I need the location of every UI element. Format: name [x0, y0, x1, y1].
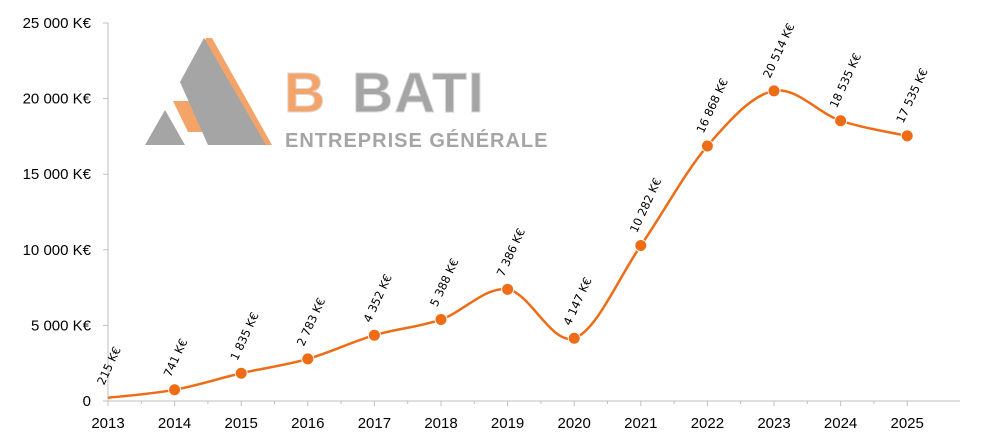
logo-tagline: ENTREPRISE GÉNÉRALE — [285, 129, 548, 152]
x-tick-label: 2024 — [824, 415, 857, 432]
y-tick-label: 5 000 K€ — [31, 317, 92, 334]
x-tick-label: 2020 — [558, 415, 591, 432]
data-label: 215 K€ — [94, 344, 124, 387]
data-point — [634, 239, 648, 253]
y-tick-label: 10 000 K€ — [23, 242, 92, 259]
x-tick-label: 2019 — [491, 415, 524, 432]
data-label: 5 388 K€ — [427, 256, 461, 309]
y-tick-label: 20 000 K€ — [23, 91, 92, 108]
data-label: 18 535 K€ — [827, 51, 865, 110]
data-points — [168, 84, 914, 397]
x-tick-label: 2025 — [891, 415, 924, 432]
data-point — [767, 84, 781, 98]
logo-letter-b: B — [284, 61, 326, 125]
b-bati-logo: B BATI ENTREPRISE GÉNÉRALE — [145, 38, 548, 152]
x-tick-label: 2021 — [624, 415, 657, 432]
data-label: 20 514 K€ — [760, 21, 798, 80]
y-tick-label: 15 000 K€ — [23, 166, 92, 183]
data-label: 4 352 K€ — [360, 272, 394, 325]
data-label: 7 386 K€ — [494, 226, 528, 279]
data-label: 10 282 K€ — [627, 176, 665, 235]
data-label: 2 783 K€ — [294, 296, 328, 349]
data-point — [434, 313, 448, 327]
y-axis-ticks: 0 5 000 K€ 10 000 K€ 15 000 K€ 20 000 K€ 25 0… — [23, 15, 108, 410]
data-point — [700, 139, 714, 153]
data-point — [834, 114, 848, 128]
data-label: 17 535 K€ — [893, 66, 931, 125]
y-tick-label: 25 000 K€ — [23, 15, 92, 32]
x-tick-label: 2018 — [424, 415, 457, 432]
x-axis-ticks: 2013 2014 2015 2016 2017 2018 2019 2020 2021 2022… — [91, 401, 924, 432]
y-tick-label: 0 — [83, 393, 91, 410]
axes — [107, 23, 960, 402]
x-tick-label: 2014 — [158, 415, 191, 432]
data-point — [567, 331, 581, 345]
x-tick-label: 2016 — [291, 415, 324, 432]
data-point — [168, 383, 182, 397]
x-tick-label: 2022 — [691, 415, 724, 432]
logo-word-bati: BATI — [352, 61, 485, 125]
data-label: 1 835 K€ — [227, 310, 261, 363]
logo-mark — [145, 38, 272, 145]
data-label: 741 K€ — [161, 336, 191, 379]
x-tick-label: 2023 — [757, 415, 790, 432]
data-point — [301, 352, 315, 366]
x-tick-label: 2013 — [91, 415, 124, 432]
data-label: 4 147 K€ — [560, 275, 594, 328]
data-point — [900, 129, 914, 143]
data-point — [234, 366, 248, 380]
x-tick-label: 2017 — [358, 415, 391, 432]
data-point — [501, 282, 515, 296]
x-tick-label: 2015 — [225, 415, 258, 432]
data-point — [367, 328, 381, 342]
